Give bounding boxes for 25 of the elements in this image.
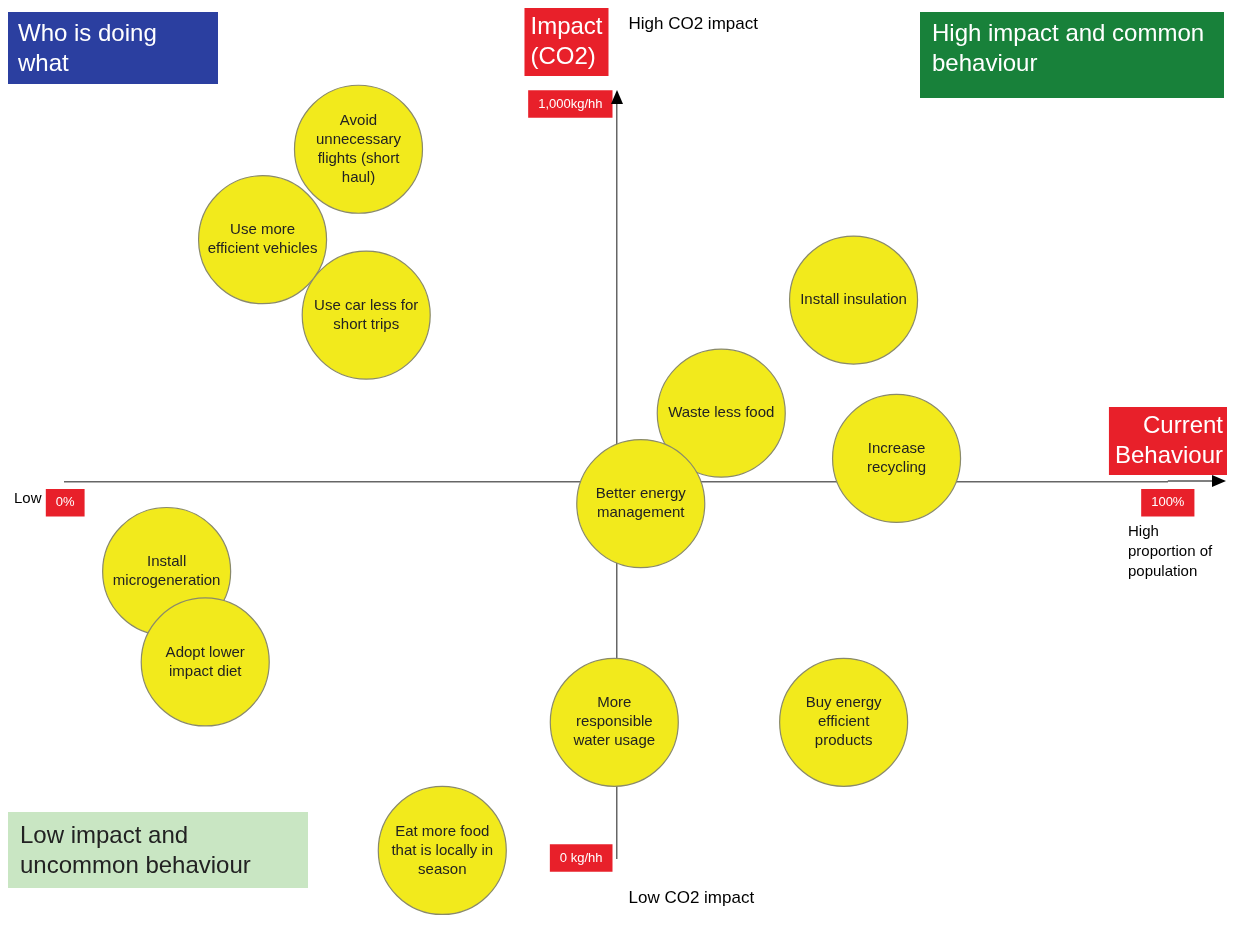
annotation: High proportion of population xyxy=(1128,521,1214,581)
annotation: Install insulation xyxy=(800,290,907,308)
annotation: Low impact and uncommon behaviour xyxy=(8,812,308,888)
text: Low xyxy=(14,489,42,506)
x-tick-label: 100% xyxy=(1151,494,1185,510)
chart-title: Who is doing what xyxy=(8,12,218,84)
text: High impact and common behaviour xyxy=(920,12,1224,98)
annotation: Increase recycling xyxy=(866,439,927,476)
y-tick-label: 0 kg/hh xyxy=(559,849,603,865)
annotation: Install microgeneration xyxy=(112,552,221,589)
annotation: Use more efficient vehicles xyxy=(207,220,318,257)
annotation: Avoid unnecessary flights (short haul) xyxy=(315,110,402,185)
x-tick-label: 0% xyxy=(55,494,76,510)
annotation: Use car less for short trips xyxy=(314,295,419,332)
annotation: Eat more food that is locally in season xyxy=(391,821,494,877)
text: Low CO2 impact xyxy=(628,888,755,908)
annotation: More responsible water usage xyxy=(572,693,656,749)
text: High CO2 impact xyxy=(628,14,758,34)
y-axis-title: Impact (CO2) xyxy=(530,11,603,69)
annotation: Better energy management xyxy=(595,484,687,521)
annotation: Buy energy efficient products xyxy=(805,693,883,749)
annotation: Adopt lower impact diet xyxy=(165,642,245,679)
y-tick-label: 1,000kg/hh xyxy=(538,95,603,111)
x-axis-title: Current Behaviour xyxy=(1114,410,1224,468)
annotation: Waste less food xyxy=(668,403,775,421)
